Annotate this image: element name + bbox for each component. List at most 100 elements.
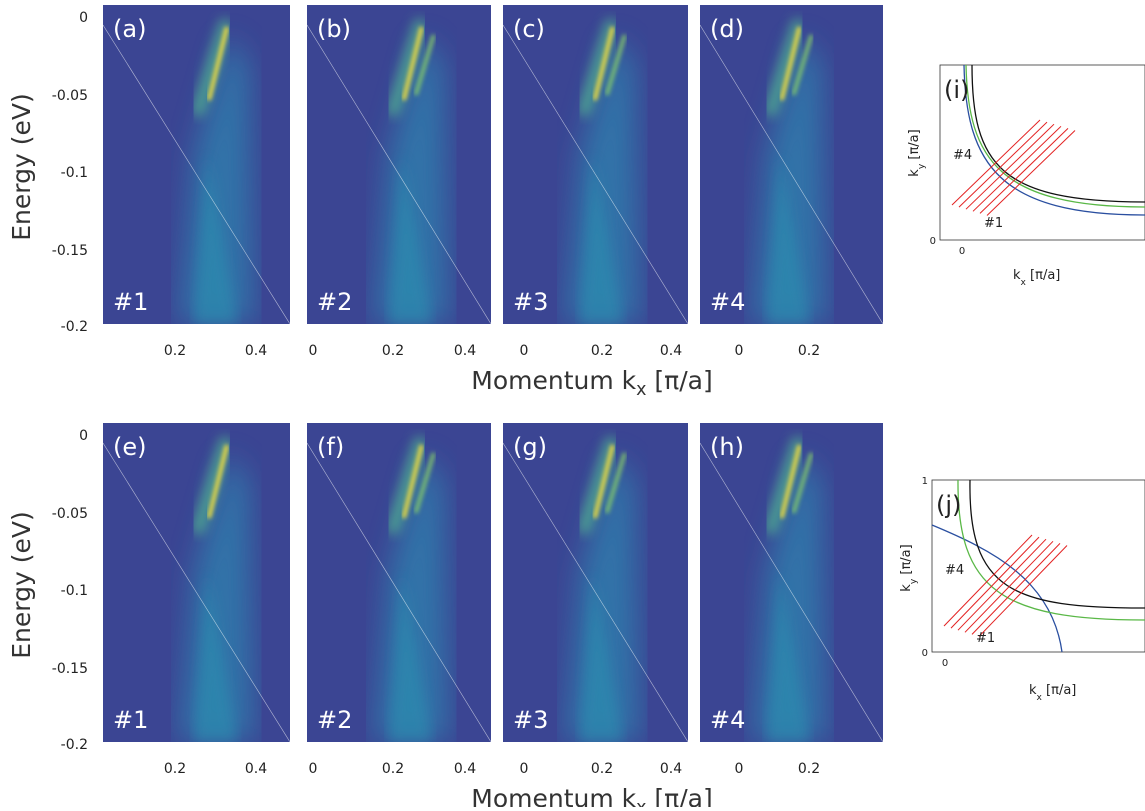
x-tick-label: 0.4 [660, 761, 682, 777]
panel-image [103, 423, 290, 742]
band-glow [191, 436, 233, 535]
panel-label: (d) [710, 15, 744, 43]
band-glow [763, 18, 806, 117]
x-axis-title-main: Momentum k [471, 784, 636, 807]
spectral-glow [178, 453, 254, 742]
arpes-panel: (b) #2 [307, 5, 491, 324]
band [401, 444, 424, 519]
panel-image [307, 5, 491, 324]
y-axis-title: Energy (eV) [7, 511, 36, 658]
cut-last: #4 [953, 148, 972, 163]
arpes-panel: (g) #3 [503, 423, 688, 742]
inset-y-title-sub: y [909, 578, 919, 584]
cut-label: #4 [710, 706, 745, 734]
panel-image [700, 423, 883, 742]
fermi-green [965, 64, 1145, 208]
x-axis-title-unit: [π/a] [646, 366, 712, 395]
cut-label: #2 [317, 706, 352, 734]
arpes-panel: (f) #2 [307, 423, 491, 742]
panel-image [503, 423, 688, 742]
inset-x-tick: 0 [959, 246, 965, 257]
band-glow [577, 436, 619, 535]
x-tick-label: 0.2 [382, 761, 404, 777]
cut-line [958, 121, 1048, 208]
diagonal [103, 24, 290, 324]
band2 [791, 34, 814, 96]
inset-x-title-main: k [1013, 268, 1021, 283]
panel-image [700, 5, 883, 324]
inset-y-title-main: k [899, 584, 914, 592]
band-glow [385, 436, 428, 535]
cut-line [965, 123, 1055, 210]
cut-first: #1 [976, 631, 995, 646]
inset-y-tick: 1 [922, 476, 928, 487]
spectral-core [579, 155, 623, 324]
cut-line [986, 130, 1076, 216]
panel-label: (e) [113, 433, 147, 461]
inset-x-title: kx [π/a] [1013, 268, 1060, 288]
x-tick-label: 0 [735, 343, 744, 359]
inset-x-title-unit: [π/a] [1042, 683, 1076, 698]
band [592, 444, 615, 519]
x-axis-title: Momentum kx [π/a] [471, 366, 712, 400]
panel-image [307, 423, 491, 742]
diagonal [700, 442, 883, 742]
y-tick-label: 0 [79, 428, 88, 444]
cut-line [943, 534, 1033, 627]
cut-label: #2 [317, 288, 352, 316]
inset-x-title-sub: x [1037, 693, 1043, 703]
inset-x-title-main: k [1029, 683, 1037, 698]
x-tick-label: 0.2 [382, 343, 404, 359]
spectral-glow [564, 35, 640, 324]
diagonal [700, 24, 883, 324]
fermi-black [971, 64, 1145, 203]
spectral-core [193, 573, 237, 742]
band [779, 444, 802, 519]
x-tick-label: 0.2 [591, 761, 613, 777]
band [206, 26, 229, 101]
inset-label: (j) [936, 491, 961, 519]
band2 [413, 34, 436, 96]
x-tick-label: 0.2 [164, 343, 186, 359]
inset: (j) #4 #1 0 0 1 [922, 476, 1145, 669]
fermi-green [957, 479, 1145, 621]
cut-line [957, 538, 1047, 631]
band-glow [763, 436, 806, 535]
cut-line [972, 125, 1062, 212]
y-tick-label: -0.05 [52, 506, 88, 522]
inset-y-title-sub: y [917, 163, 927, 169]
x-axis-title-main: Momentum k [471, 366, 636, 395]
fermi-blue [963, 64, 1145, 216]
x-tick-label: 0 [520, 761, 529, 777]
cut-line [971, 543, 1061, 635]
x-tick-label: 0 [309, 343, 318, 359]
panel-label: (h) [710, 433, 744, 461]
cut-line [979, 128, 1069, 214]
spectral-glow [751, 35, 827, 324]
inset-x-title: kx [π/a] [1029, 683, 1076, 703]
inset-y-title-unit: [π/a] [899, 544, 914, 578]
cut-last: #4 [945, 563, 964, 578]
x-tick-label: 0.2 [164, 761, 186, 777]
x-tick-label: 0.4 [454, 761, 476, 777]
cut-label: #4 [710, 288, 745, 316]
y-axis-title: Energy (eV) [7, 93, 36, 240]
spectral-core [766, 573, 810, 742]
panel-image [503, 5, 688, 324]
x-tick-label: 0.2 [591, 343, 613, 359]
x-axis-title-unit: [π/a] [646, 784, 712, 807]
y-tick-label: 0 [79, 10, 88, 26]
inset: (i) #4 #1 0 0 [930, 64, 1145, 257]
arpes-panel: (h) #4 [700, 423, 883, 742]
band2 [413, 452, 436, 514]
inset-x-title-unit: [π/a] [1026, 268, 1060, 283]
cut-label: #3 [513, 706, 548, 734]
band [592, 26, 615, 101]
spectral-core [579, 573, 623, 742]
band2 [604, 452, 627, 514]
inset-y-title-main: k [907, 169, 922, 177]
x-tick-label: 0 [309, 761, 318, 777]
band2 [791, 452, 814, 514]
inset-y-tick: 0 [930, 236, 936, 247]
diagonal [307, 24, 491, 324]
